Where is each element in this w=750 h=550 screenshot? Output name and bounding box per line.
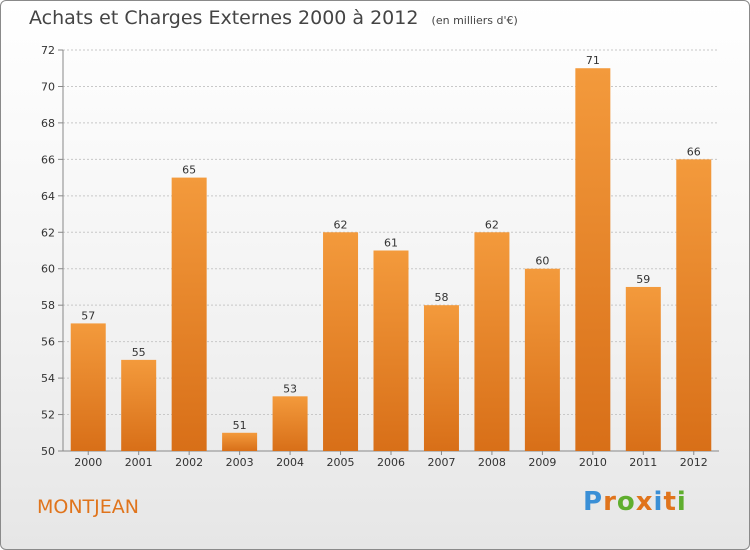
- place-name: MONTJEAN: [37, 496, 139, 518]
- x-tick-label: 2011: [629, 456, 657, 469]
- bar-2010: [575, 68, 611, 452]
- bar-value-label: 61: [384, 237, 398, 250]
- y-tick-label: 72: [41, 44, 55, 57]
- bar-2007: [423, 305, 459, 451]
- y-tick-label: 64: [41, 190, 55, 203]
- logo-letter: x: [635, 487, 654, 517]
- bar-2001: [121, 359, 157, 451]
- bar-value-label: 59: [636, 273, 650, 286]
- logo-letter: i: [653, 487, 664, 517]
- bar-2005: [323, 232, 359, 451]
- bar-2011: [625, 286, 661, 451]
- chart-title: Achats et Charges Externes 2000 à 2012: [29, 7, 419, 29]
- bar-value-label: 57: [81, 309, 95, 322]
- bar-2003: [222, 432, 258, 451]
- x-tick-label: 2002: [175, 456, 203, 469]
- bar-value-label: 62: [485, 218, 499, 231]
- logo-letter: o: [616, 487, 636, 517]
- bar-2000: [70, 323, 106, 451]
- x-tick-label: 2010: [579, 456, 607, 469]
- y-tick-label: 66: [41, 153, 55, 166]
- x-tick-label: 2003: [226, 456, 254, 469]
- y-tick-label: 70: [41, 80, 55, 93]
- logo-letter: r: [603, 487, 617, 517]
- y-tick-label: 50: [41, 445, 55, 458]
- title-row: Achats et Charges Externes 2000 à 2012 (…: [29, 7, 518, 29]
- bar-2002: [171, 177, 207, 451]
- y-tick-label: 58: [41, 299, 55, 312]
- x-tick-label: 2001: [125, 456, 153, 469]
- y-tick-label: 68: [41, 117, 55, 130]
- bar-2008: [474, 232, 510, 451]
- x-tick-label: 2005: [327, 456, 355, 469]
- bar-value-label: 53: [283, 382, 297, 395]
- x-tick-label: 2007: [427, 456, 455, 469]
- logo-letter: t: [663, 487, 677, 517]
- bar-value-label: 51: [233, 419, 247, 432]
- x-tick-label: 2006: [377, 456, 405, 469]
- bar-value-label: 62: [334, 218, 348, 231]
- logo-letter: i: [676, 487, 687, 517]
- bar-value-label: 71: [586, 54, 600, 67]
- y-tick-label: 56: [41, 336, 55, 349]
- bar-2009: [524, 268, 560, 451]
- bar-2004: [272, 396, 308, 451]
- bar-value-label: 66: [687, 145, 701, 158]
- x-tick-label: 2012: [680, 456, 708, 469]
- bar-value-label: 58: [434, 291, 448, 304]
- bars: 57 55 65 51 53 62 61 58 62 60 71 59 66: [70, 54, 712, 452]
- bar-2012: [676, 159, 712, 451]
- logo-letter: P: [583, 487, 604, 517]
- bar-value-label: 65: [182, 164, 196, 177]
- bar-value-label: 60: [535, 255, 549, 268]
- y-tick-label: 54: [41, 372, 55, 385]
- proxiti-logo[interactable]: Proxiti: [583, 487, 687, 517]
- chart-subtitle: (en milliers d'€): [431, 14, 518, 27]
- x-tick-label: 2000: [74, 456, 102, 469]
- x-tick-label: 2008: [478, 456, 506, 469]
- bar-value-label: 55: [132, 346, 146, 359]
- axes: 50 52 54 56 58 60 62 64 66 68 70 72 2000 2001 2002 2003…: [41, 44, 719, 469]
- y-tick-label: 62: [41, 226, 55, 239]
- y-tick-label: 60: [41, 263, 55, 276]
- x-tick-label: 2004: [276, 456, 304, 469]
- y-tick-label: 52: [41, 409, 55, 422]
- x-tick-label: 2009: [528, 456, 556, 469]
- bar-2006: [373, 250, 409, 451]
